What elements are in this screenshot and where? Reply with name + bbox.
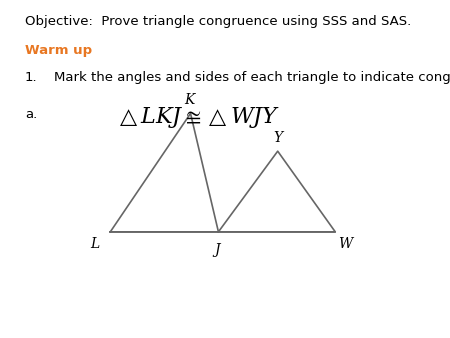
Text: Warm up: Warm up xyxy=(25,44,92,57)
Text: $J$: $J$ xyxy=(212,241,223,260)
Text: a.: a. xyxy=(25,108,37,121)
Text: Objective:  Prove triangle congruence using SSS and SAS.: Objective: Prove triangle congruence usi… xyxy=(25,15,411,28)
Text: $\triangle LKJ \cong \triangle WJY$: $\triangle LKJ \cong \triangle WJY$ xyxy=(115,105,280,130)
Text: $K$: $K$ xyxy=(184,92,197,107)
Text: $Y$: $Y$ xyxy=(273,130,285,145)
Text: $L$: $L$ xyxy=(90,236,101,251)
Text: $W$: $W$ xyxy=(338,236,355,251)
Text: 1.: 1. xyxy=(25,71,37,84)
Text: Mark the angles and sides of each triangle to indicate congruent parts.: Mark the angles and sides of each triang… xyxy=(54,71,450,84)
